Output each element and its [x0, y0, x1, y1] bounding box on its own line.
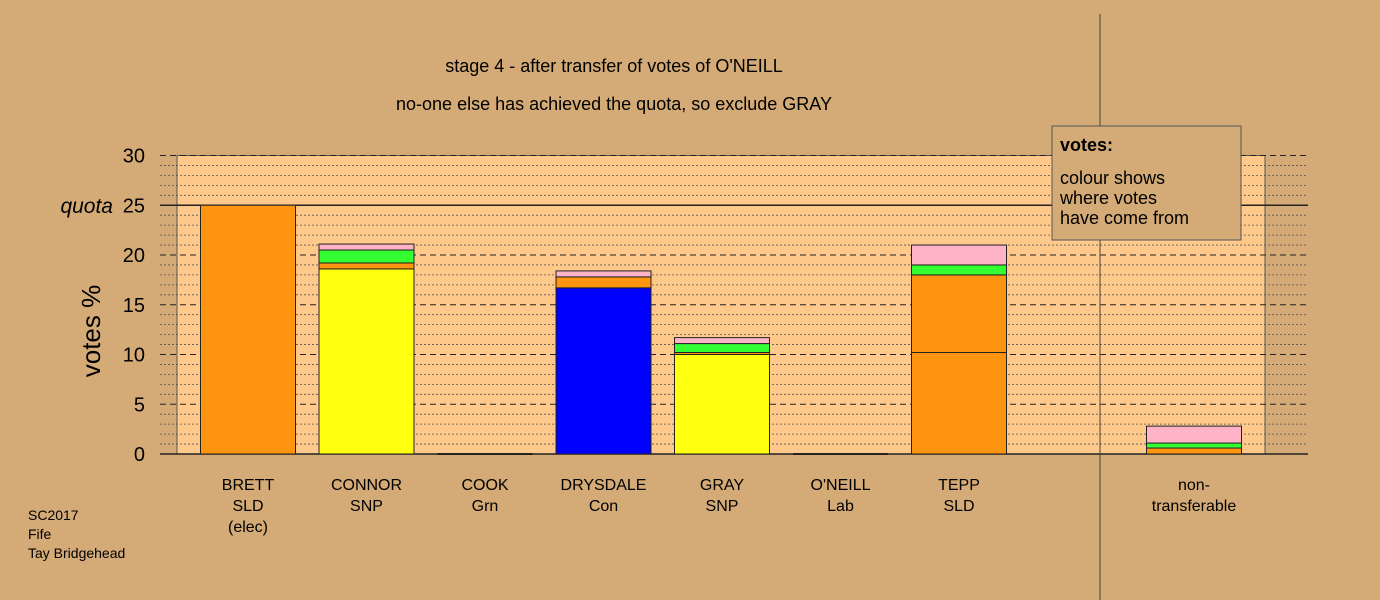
legend: votes: colour shows where votes have com…: [1051, 125, 1242, 241]
y-tick-labels: 0 5 10 15 20 25 30: [123, 146, 145, 467]
category-label: SLD: [232, 498, 263, 515]
bar-segment: [555, 270, 652, 278]
category-label: BRETT: [222, 477, 275, 494]
bar-segment: [1146, 442, 1242, 449]
bar-segment: [674, 337, 770, 345]
category-label: TEPP: [938, 477, 980, 494]
bar-segment: [911, 274, 1007, 354]
legend-line-2: where votes: [1059, 188, 1157, 208]
category-label: non-: [1178, 477, 1210, 494]
bar-segment: [1146, 447, 1242, 455]
y-axis-label: votes %: [76, 285, 106, 378]
bar-segment: [555, 287, 652, 455]
category-label: SNP: [350, 498, 383, 515]
chart-title: stage 4 - after transfer of votes of O'N…: [445, 56, 783, 76]
bars: [200, 204, 1242, 455]
y-tick-label: 25: [123, 195, 145, 217]
category-label: GRAY: [700, 477, 744, 494]
quota-label: quota: [60, 195, 113, 218]
legend-line-3: have come from: [1060, 208, 1189, 228]
bar-segment: [318, 243, 415, 251]
chart-subtitle: no-one else has achieved the quota, so e…: [396, 94, 832, 114]
category-label: SNP: [706, 498, 739, 515]
y-tick-label: 30: [123, 146, 145, 168]
category-label: Con: [589, 498, 618, 515]
category-label: CONNOR: [331, 477, 402, 494]
category-label: SLD: [943, 498, 974, 515]
footer-line-1: SC2017: [28, 507, 79, 523]
category-label: O'NEILL: [811, 477, 871, 494]
legend-title: votes:: [1060, 135, 1113, 155]
bar-segment: [555, 276, 652, 289]
y-tick-label: 20: [123, 245, 145, 267]
legend-line-1: colour shows: [1060, 168, 1165, 188]
bar-segment: [911, 264, 1007, 276]
bar-segment: [318, 262, 415, 270]
y-tick-label: 0: [134, 444, 145, 466]
bar-segment: [674, 354, 770, 455]
y-tick-label: 15: [123, 295, 145, 317]
bar-segment: [911, 352, 1007, 455]
category-label: DRYSDALE: [561, 477, 647, 494]
category-label: COOK: [461, 477, 508, 494]
footer: SC2017 Fife Tay Bridgehead: [28, 507, 125, 561]
bar-segment: [1146, 425, 1242, 444]
bar-segment: [200, 204, 296, 455]
category-label: Grn: [472, 498, 499, 515]
category-label: transferable: [1152, 498, 1237, 515]
bar-segment: [911, 244, 1007, 266]
legend-box: [1051, 125, 1242, 241]
y-tick-label: 10: [123, 345, 145, 367]
bar-segment: [318, 249, 415, 264]
bar-segment: [674, 343, 770, 354]
y-tick-label: 5: [134, 394, 145, 416]
category-labels: BRETT SLD (elec) CONNOR SNP COOK Grn DRYSDALE Co…: [222, 477, 1237, 536]
category-label: Lab: [827, 498, 854, 515]
footer-line-2: Fife: [28, 526, 52, 542]
bar-segment: [318, 268, 415, 455]
category-label: (elec): [228, 519, 268, 536]
footer-line-3: Tay Bridgehead: [28, 545, 125, 561]
